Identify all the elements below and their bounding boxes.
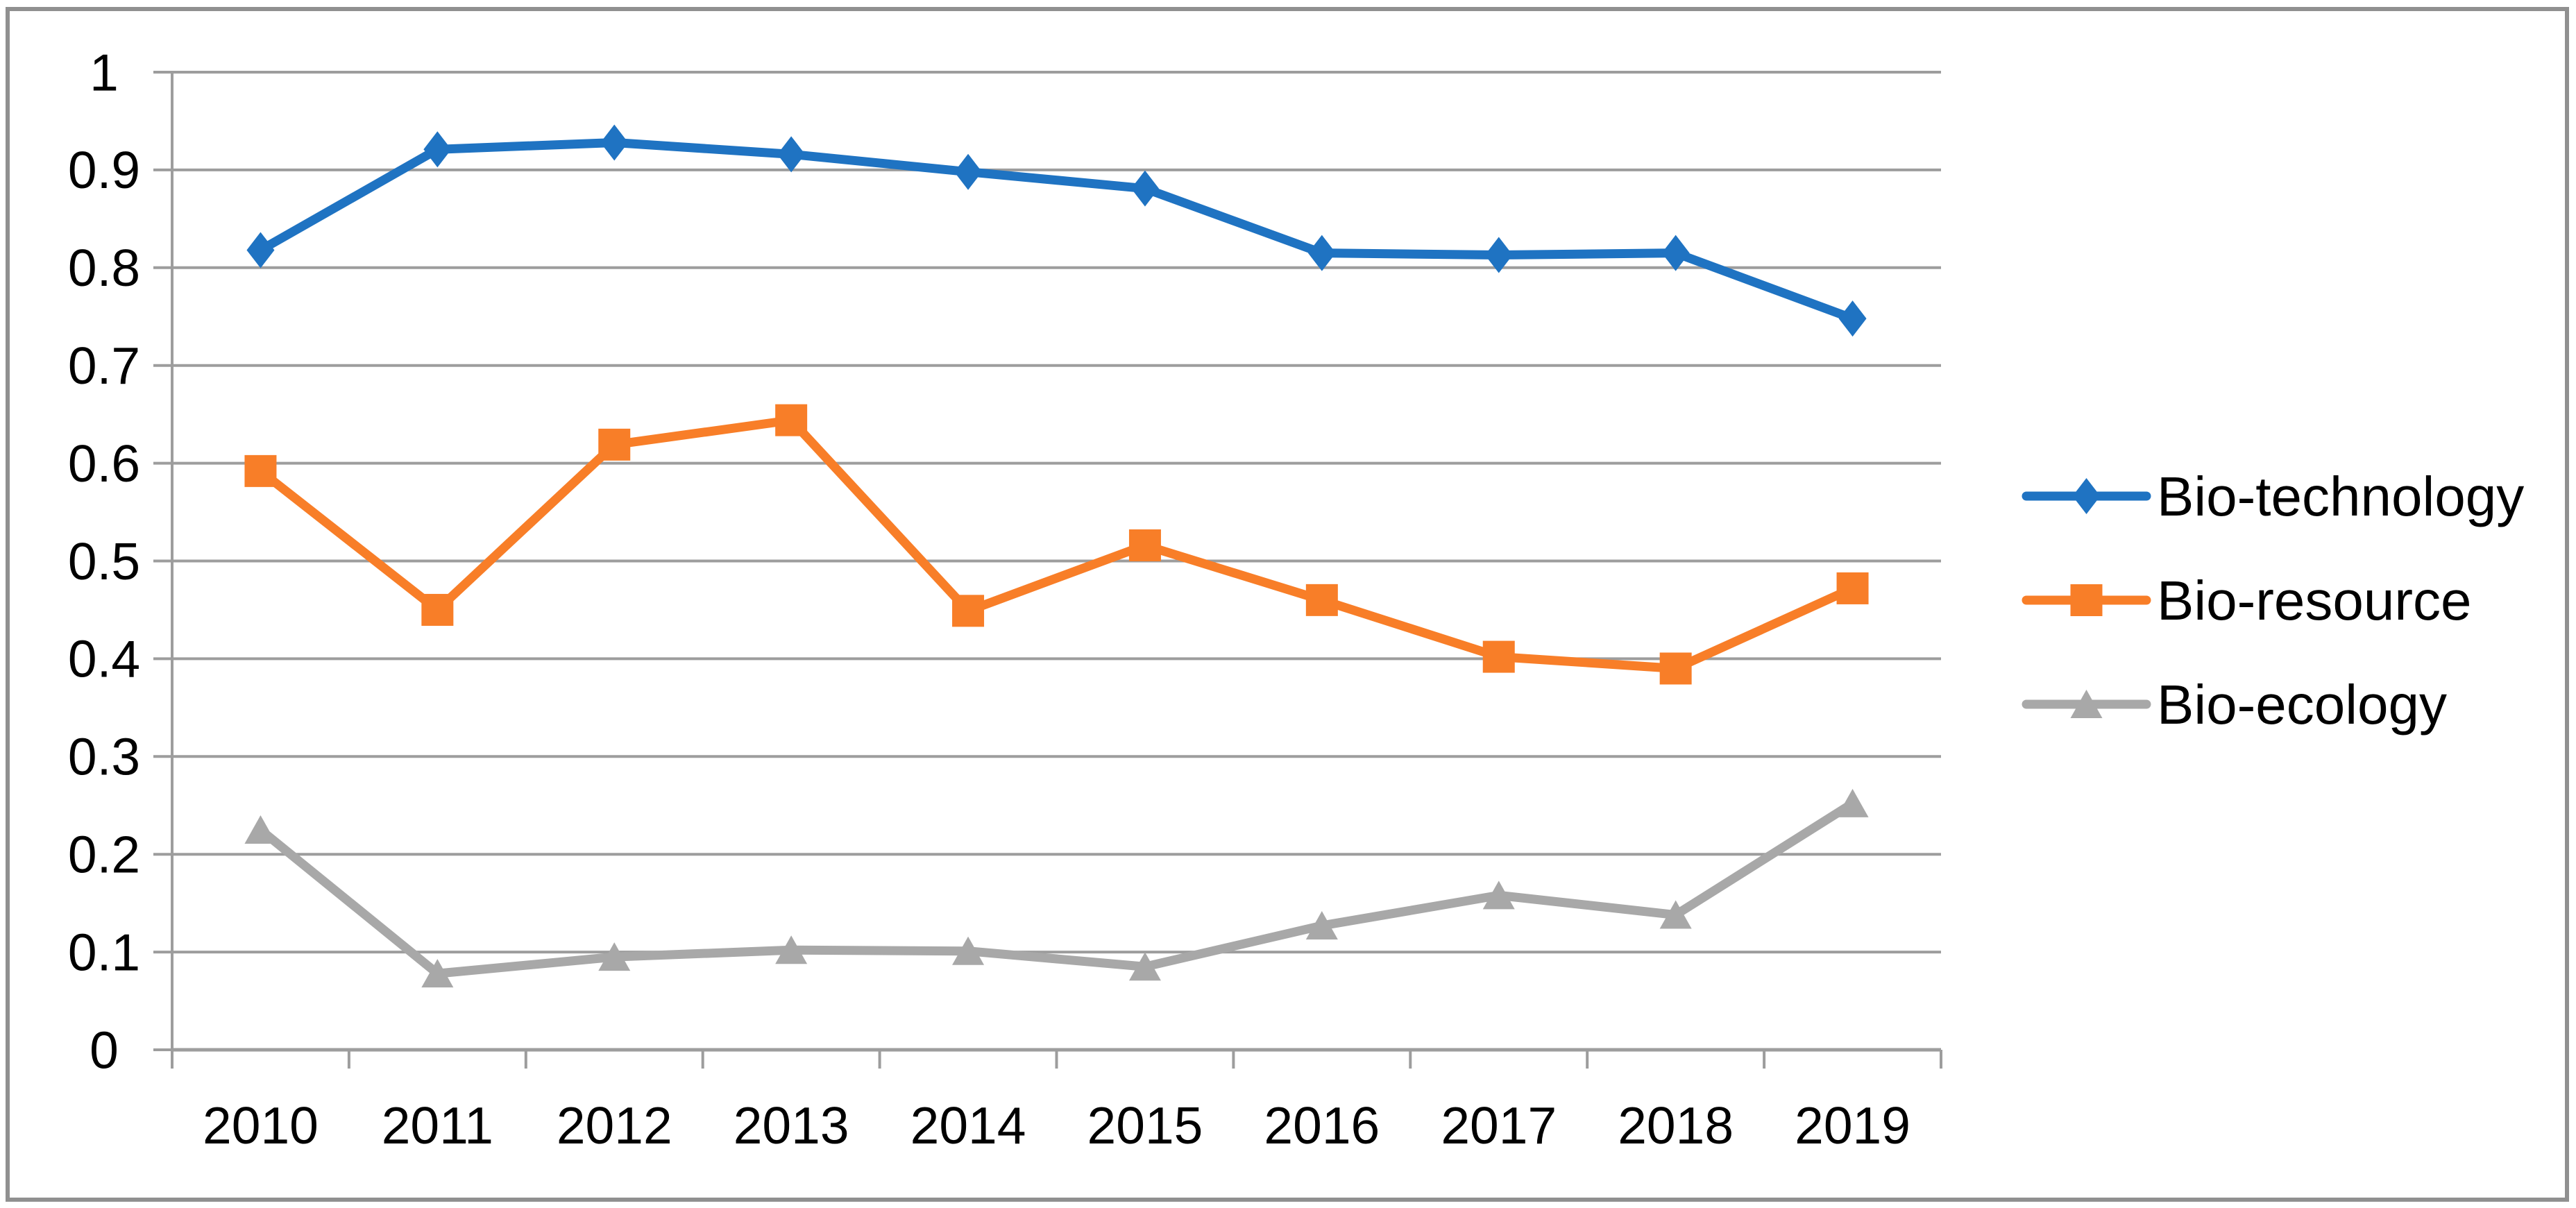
legend-label-bio-technology: Bio-technology [2157, 466, 2524, 527]
y-tick-label: 0.1 [68, 923, 140, 981]
y-tick-label: 0 [90, 1021, 119, 1079]
x-tick-label: 2012 [557, 1096, 672, 1155]
x-axis-labels: 2010 2011 2012 2013 2014 2015 2016 2017 2018 2019 [203, 1096, 1910, 1155]
marker-square-bio-resource-legend [2070, 584, 2103, 616]
y-tick-label: 1 [90, 43, 119, 101]
marker-square-bio-resource [244, 454, 277, 487]
axes [171, 72, 1942, 1069]
marker-triangle-bio-ecology [1128, 952, 1161, 981]
y-tick-label: 0.2 [68, 825, 140, 883]
x-tick-label: 2017 [1441, 1096, 1557, 1155]
marker-triangle-bio-ecology [775, 935, 808, 964]
y-tick-label: 0.8 [68, 239, 140, 297]
marker-triangle-bio-ecology [1482, 881, 1515, 910]
x-tick-label: 2014 [910, 1096, 1026, 1155]
marker-triangle-bio-ecology [244, 815, 277, 844]
marker-triangle-bio-ecology [1659, 900, 1692, 929]
marker-square-bio-resource [421, 593, 454, 626]
marker-square-bio-resource [598, 428, 631, 461]
x-tick-label: 2016 [1264, 1096, 1380, 1155]
x-tick-label: 2018 [1618, 1096, 1734, 1155]
x-tick-label: 2011 [382, 1096, 493, 1155]
marker-diamond-bio-technology [777, 136, 806, 173]
x-tick-label: 2019 [1795, 1096, 1910, 1155]
series-line-bio-ecology [255, 799, 1858, 978]
legend-item-bio-ecology: Bio-ecology [2022, 674, 2447, 735]
legend-item-bio-technology: Bio-technology [2022, 466, 2524, 527]
marker-square-bio-resource [1659, 652, 1692, 685]
x-tick-label: 2015 [1087, 1096, 1203, 1155]
marker-diamond-bio-technology-legend [2072, 478, 2101, 514]
marker-square-bio-resource [775, 404, 808, 436]
marker-diamond-bio-technology [1307, 235, 1336, 271]
marker-triangle-bio-ecology-legend [2070, 690, 2103, 718]
marker-square-bio-resource [1305, 584, 1338, 616]
marker-diamond-bio-technology [1130, 170, 1159, 207]
marker-square-bio-resource [1128, 529, 1161, 561]
series-plot [244, 124, 1869, 988]
y-tick-label: 0.6 [68, 434, 140, 493]
y-tick-label: 0.5 [68, 532, 140, 590]
marker-triangle-bio-ecology [1836, 788, 1869, 817]
y-axis-labels: 0 0.1 0.2 0.3 0.4 0.5 0.6 0.7 0.8 0.9 1 [68, 43, 140, 1079]
marker-triangle-bio-ecology [598, 942, 631, 971]
series-line-bio-resource [255, 416, 1858, 673]
y-tick-label: 0.9 [68, 141, 140, 199]
marker-square-bio-resource [1482, 640, 1515, 673]
marker-triangle-bio-ecology [1305, 911, 1338, 940]
marker-diamond-bio-technology [954, 153, 983, 190]
y-tick-label: 0.3 [68, 728, 140, 786]
marker-diamond-bio-technology [600, 124, 629, 161]
marker-triangle-bio-ecology [952, 936, 985, 965]
x-tick-label: 2010 [203, 1096, 319, 1155]
marker-square-bio-resource [1836, 572, 1869, 604]
series-line-bio-technology [255, 137, 1858, 323]
marker-diamond-bio-technology [1484, 237, 1513, 273]
gridlines [153, 71, 1941, 1052]
legend-item-bio-resource: Bio-resource [2022, 570, 2472, 631]
marker-diamond-bio-technology [246, 232, 275, 269]
y-tick-label: 0.4 [68, 630, 140, 688]
legend-label-bio-ecology: Bio-ecology [2157, 674, 2447, 735]
x-tick-label: 2013 [734, 1096, 849, 1155]
legend: Bio-technology Bio-resource Bio-ecology [2022, 466, 2524, 735]
marker-diamond-bio-technology [1838, 300, 1867, 337]
marker-triangle-bio-ecology [421, 959, 454, 988]
marker-diamond-bio-technology [1661, 235, 1690, 271]
marker-square-bio-resource [952, 595, 985, 627]
y-tick-label: 0.7 [68, 337, 140, 395]
legend-label-bio-resource: Bio-resource [2157, 570, 2472, 631]
marker-diamond-bio-technology [423, 131, 452, 168]
